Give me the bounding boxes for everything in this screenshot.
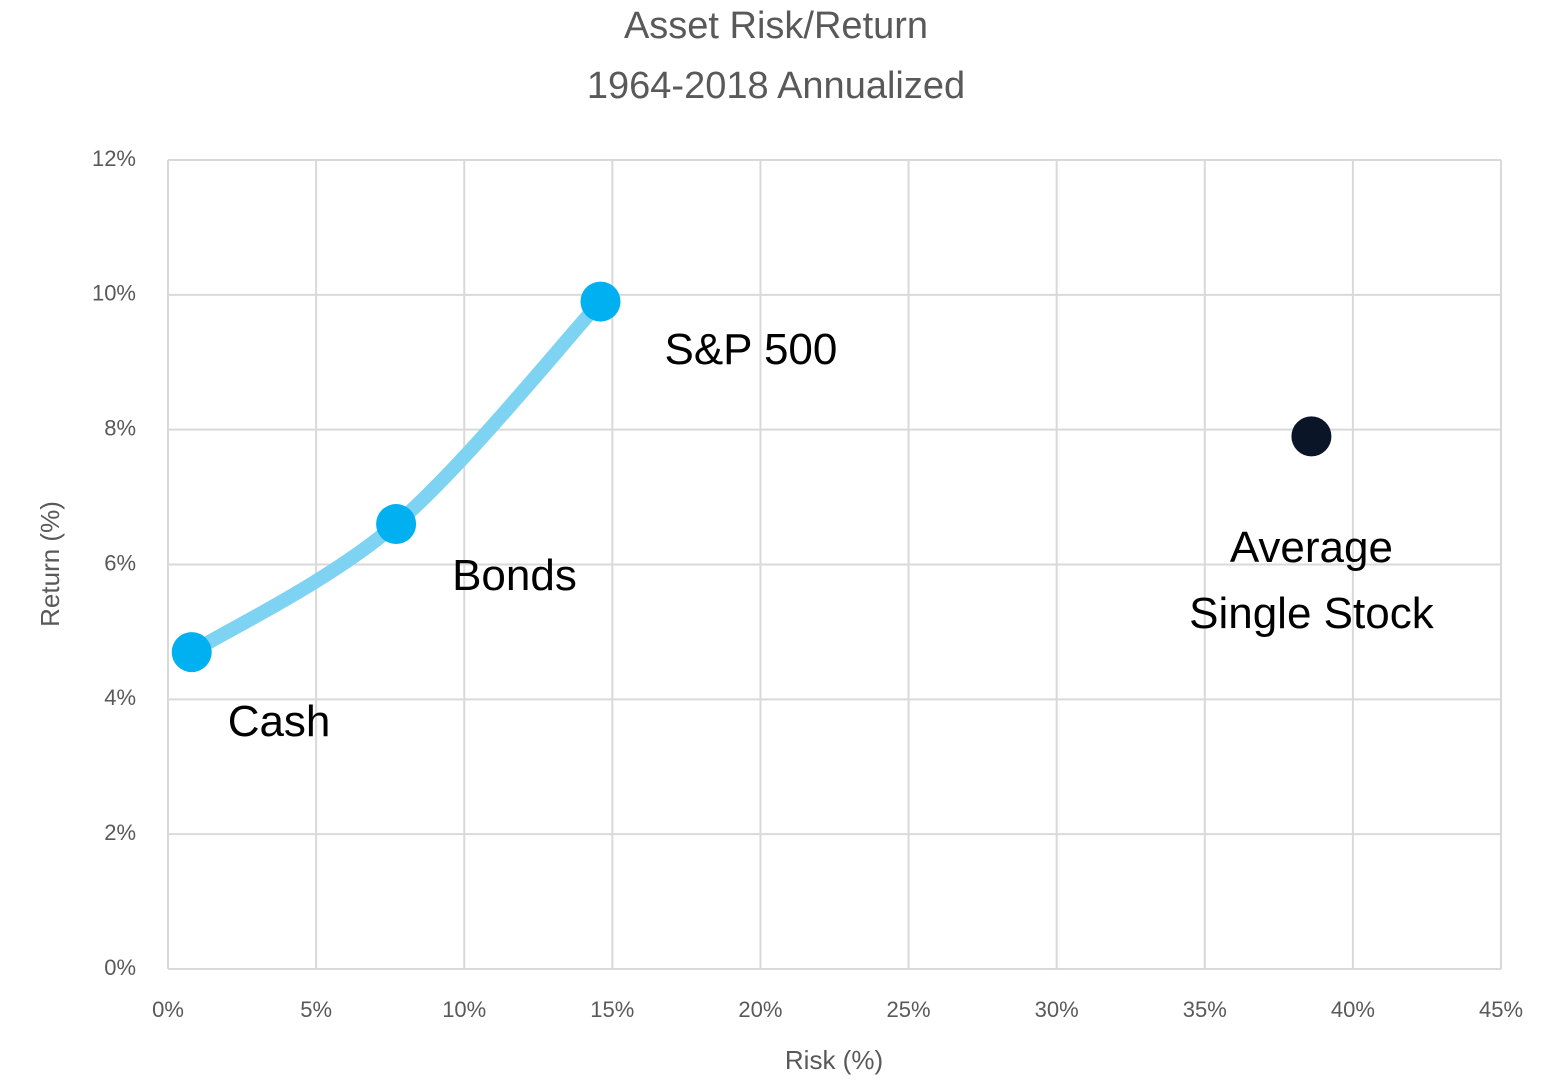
point-label: Average Single Stock xyxy=(1189,523,1434,639)
point-label: Bonds xyxy=(452,551,577,601)
y-tick-label: 4% xyxy=(104,685,136,710)
chart-title: Asset Risk/Return xyxy=(624,5,928,47)
x-tick-label: 15% xyxy=(590,997,634,1022)
point-label: S&P 500 xyxy=(664,324,838,374)
point xyxy=(1291,416,1332,457)
y-tick-label: 10% xyxy=(92,281,136,306)
chart-subtitle: 1964-2018 Annualized xyxy=(587,65,965,107)
point xyxy=(580,281,621,322)
x-tick-label: 5% xyxy=(300,997,332,1022)
x-tick-label: 20% xyxy=(738,997,782,1022)
x-tick-label: 0% xyxy=(152,997,184,1022)
x-tick-label: 35% xyxy=(1183,997,1227,1022)
point xyxy=(171,632,212,673)
x-tick-label: 40% xyxy=(1331,997,1375,1022)
x-tick-label: 10% xyxy=(442,997,486,1022)
y-tick-label: 12% xyxy=(92,146,136,171)
point-label: Cash xyxy=(227,697,331,747)
x-tick-label: 25% xyxy=(887,997,931,1022)
point xyxy=(376,504,417,545)
y-tick-label: 8% xyxy=(104,415,136,440)
x-axis-title: Risk (%) xyxy=(785,1045,883,1075)
y-tick-label: 6% xyxy=(104,550,136,575)
x-tick-label: 30% xyxy=(1035,997,1079,1022)
x-tick-label: 45% xyxy=(1479,997,1523,1022)
y-axis-title: Return (%) xyxy=(35,501,65,627)
y-tick-label: 0% xyxy=(104,955,136,980)
y-tick-label: 2% xyxy=(104,820,136,845)
